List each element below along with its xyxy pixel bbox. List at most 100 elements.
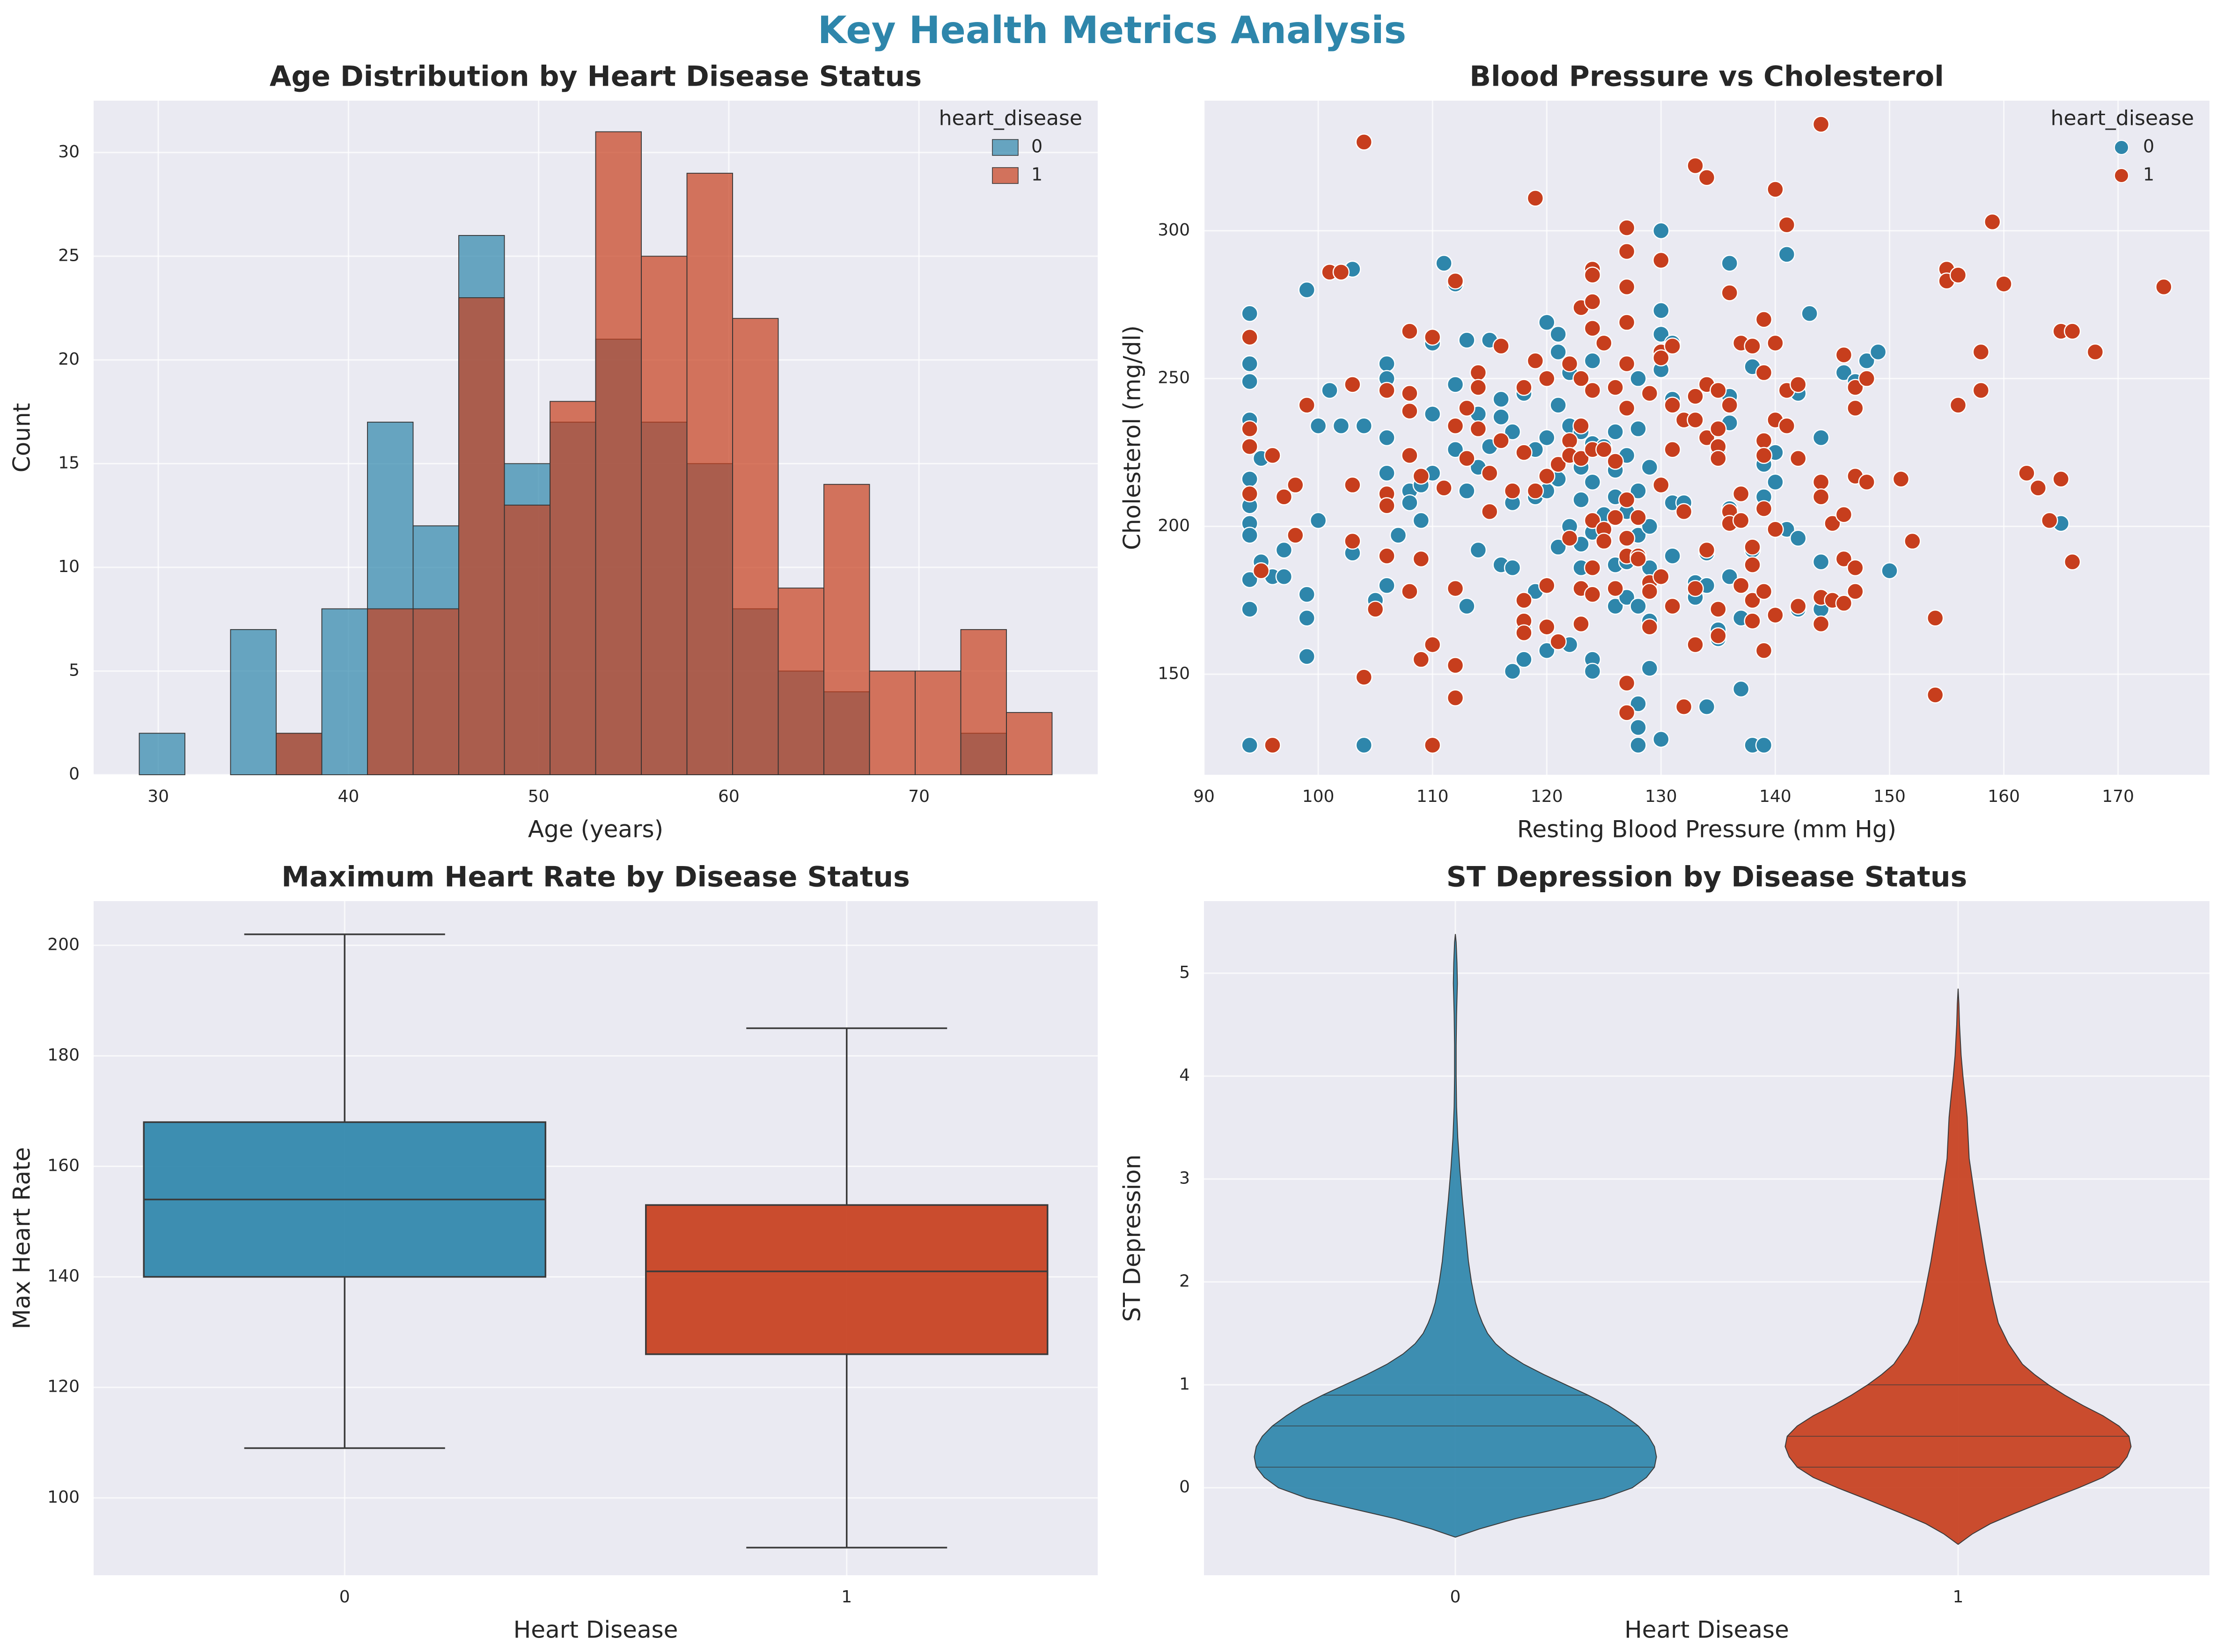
y-tick-label: 150 xyxy=(1158,664,1190,683)
panel-3: 0 1 2 3 4 5 0 1 ST Depression by Disease Status H… xyxy=(1119,861,2209,1644)
scatter-point-1 xyxy=(2041,512,2058,529)
bars xyxy=(139,131,1053,775)
scatter-point-1 xyxy=(1241,438,1258,455)
legend: heart_disease 0 1 xyxy=(939,106,1082,185)
y-tick-label: 5 xyxy=(1179,963,1190,982)
scatter-point-0 xyxy=(1355,736,1373,754)
scatter-point-0 xyxy=(1378,577,1395,595)
scatter-point-1 xyxy=(1378,497,1395,514)
y-tick-label: 5 xyxy=(69,661,80,680)
hist-bar-1 xyxy=(869,670,916,775)
scatter-point-1 xyxy=(1755,642,1773,659)
legend-label: 1 xyxy=(2143,164,2154,185)
x-axis-label: Resting Blood Pressure (mm Hg) xyxy=(1517,816,1896,843)
scatter-point-1 xyxy=(1412,467,1430,485)
scatter-point-0 xyxy=(1241,305,1258,322)
scatter-point-0 xyxy=(1572,491,1590,508)
scatter-point-1 xyxy=(1572,370,1590,387)
scatter-point-1 xyxy=(1652,251,1670,269)
x-tick-label: 40 xyxy=(338,787,359,806)
scatter-point-1 xyxy=(1584,586,1601,603)
scatter-point-1 xyxy=(1721,284,1739,301)
scatter-point-0 xyxy=(1389,527,1407,544)
scatter-point-1 xyxy=(1812,615,1830,633)
x-tick-label: 170 xyxy=(2102,787,2134,806)
y-tick-label: 25 xyxy=(58,246,80,265)
scatter-point-1 xyxy=(1607,509,1624,526)
scatter-point-1 xyxy=(1584,266,1601,284)
scatter-point-0 xyxy=(1504,662,1521,680)
legend-label: 0 xyxy=(2143,136,2154,157)
legend-swatch xyxy=(992,139,1019,156)
scatter-point-1 xyxy=(1298,396,1315,414)
scatter-point-0 xyxy=(1869,343,1887,361)
figure-title: Key Health Metrics Analysis xyxy=(817,8,1407,52)
hist-bar-1 xyxy=(960,629,1007,775)
scatter-point-1 xyxy=(2155,278,2173,296)
scatter-point-1 xyxy=(1435,479,1453,497)
scatter-point-0 xyxy=(1309,512,1327,529)
scatter-point-1 xyxy=(1687,388,1704,405)
scatter-point-0 xyxy=(1515,651,1533,668)
scatter-point-1 xyxy=(1412,550,1430,568)
legend-marker xyxy=(2114,140,2129,155)
scatter-point-1 xyxy=(1275,488,1293,506)
scatter-point-0 xyxy=(1629,597,1647,615)
scatter-point-1 xyxy=(1858,370,1875,387)
scatter-point-1 xyxy=(1527,352,1544,370)
scatter-point-1 xyxy=(1618,674,1636,692)
scatter-point-1 xyxy=(1652,568,1670,586)
scatter-point-0 xyxy=(1298,609,1315,627)
scatter-point-1 xyxy=(2063,553,2081,571)
scatter-point-0 xyxy=(1446,441,1464,458)
scatter-point-1 xyxy=(1812,473,1830,491)
scatter-point-1 xyxy=(1926,609,1944,627)
hist-bar-1 xyxy=(412,608,459,775)
scatter-point-0 xyxy=(1378,355,1395,373)
scatter-point-0 xyxy=(1721,255,1739,272)
scatter-point-1 xyxy=(1252,562,1270,580)
scatter-point-1 xyxy=(1664,441,1681,458)
scatter-point-1 xyxy=(1401,385,1418,402)
scatter-point-1 xyxy=(1458,399,1475,417)
y-tick-label: 100 xyxy=(47,1488,80,1507)
scatter-point-0 xyxy=(1881,562,1898,580)
scatter-point-1 xyxy=(1664,396,1681,414)
scatter-point-0 xyxy=(1241,736,1258,754)
scatter-point-0 xyxy=(1755,736,1773,754)
scatter-point-1 xyxy=(1744,556,1761,573)
scatter-point-1 xyxy=(1949,266,1967,284)
scatter-point-1 xyxy=(1584,559,1601,577)
scatter-point-1 xyxy=(1469,379,1487,396)
scatter-point-1 xyxy=(1710,382,1727,399)
scatter-point-1 xyxy=(1710,601,1727,618)
scatter-point-0 xyxy=(1321,382,1338,399)
scatter-point-0 xyxy=(1332,417,1350,434)
scatter-point-1 xyxy=(1824,514,1841,532)
scatter-point-1 xyxy=(1767,181,1784,198)
y-tick-label: 250 xyxy=(1158,368,1190,388)
scatter-point-1 xyxy=(1446,580,1464,597)
scatter-point-1 xyxy=(1344,532,1361,550)
scatter-point-0 xyxy=(1629,370,1647,387)
violin-1 xyxy=(1784,988,2132,1545)
scatter-point-1 xyxy=(1458,449,1475,467)
panel-2: 100 120 140 160 180 200 0 1 Maximum Heart Rate b… xyxy=(8,861,1098,1644)
scatter-point-1 xyxy=(1618,399,1636,417)
legend-label: 0 xyxy=(1031,136,1042,157)
scatter-point-1 xyxy=(1790,597,1807,615)
scatter-point-1 xyxy=(1366,601,1384,618)
scatter-point-0 xyxy=(1812,429,1830,447)
scatter-point-0 xyxy=(1652,302,1670,319)
scatter-point-1 xyxy=(2086,343,2104,361)
scatter-point-0 xyxy=(1355,417,1373,434)
scatter-point-1 xyxy=(1641,385,1659,402)
scatter-point-1 xyxy=(1561,355,1578,373)
scatter-point-1 xyxy=(1721,396,1739,414)
scatter-point-1 xyxy=(1561,432,1578,449)
scatter-point-1 xyxy=(1287,476,1304,494)
scatter-point-1 xyxy=(1469,364,1487,382)
scatter-point-1 xyxy=(1538,618,1556,636)
y-tick-label: 10 xyxy=(58,557,80,576)
